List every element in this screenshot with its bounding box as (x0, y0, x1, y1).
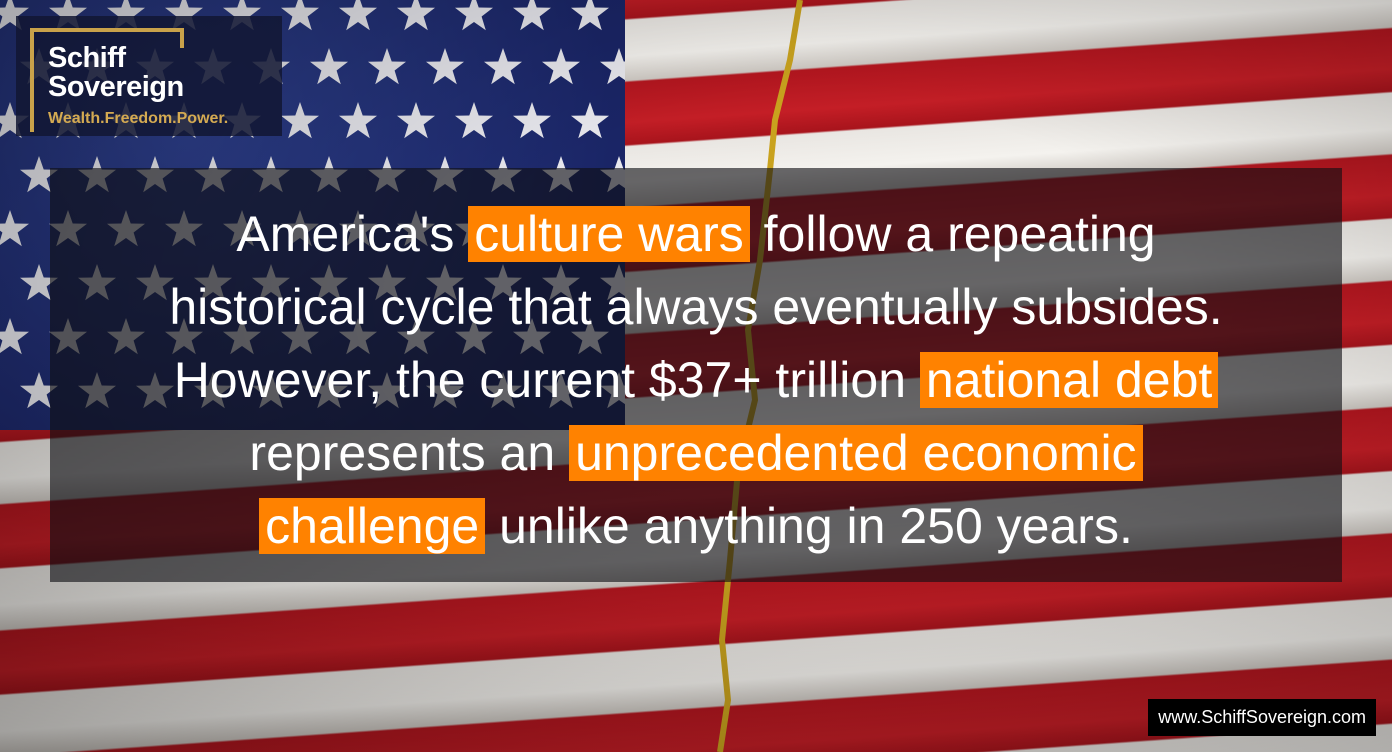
star-icon (223, 0, 261, 31)
star-icon (281, 102, 319, 139)
star-icon (20, 372, 58, 409)
star-icon (600, 48, 625, 85)
star-icon (310, 48, 348, 85)
message-segment: historical cycle that always eventually … (169, 279, 1223, 335)
logo-tagline: Wealth.Freedom.Power. (48, 110, 229, 127)
star-icon (165, 0, 203, 31)
highlighted-phrase: challenge (259, 498, 486, 554)
star-icon (339, 102, 377, 139)
star-icon (455, 0, 493, 31)
logo-name-line1: Schiff (48, 42, 126, 74)
message-text: America's culture wars follow a repeatin… (50, 198, 1342, 563)
website-url: www.SchiffSovereign.com (1148, 699, 1376, 736)
highlighted-phrase: culture wars (468, 206, 750, 262)
highlighted-phrase: unprecedented economic (569, 425, 1143, 481)
star-icon (0, 318, 29, 355)
star-icon (107, 0, 145, 31)
logo-name: Schiff Sovereign (48, 44, 184, 102)
star-icon (397, 0, 435, 31)
star-icon (513, 102, 551, 139)
message-segment: represents an (249, 425, 570, 481)
message-segment: unlike anything in 250 years. (485, 498, 1133, 554)
star-icon (49, 0, 87, 31)
star-icon (542, 48, 580, 85)
star-icon (0, 0, 29, 31)
star-icon (397, 102, 435, 139)
star-icon (484, 48, 522, 85)
message-line: America's culture wars follow a repeatin… (50, 198, 1342, 271)
star-icon (281, 0, 319, 31)
highlighted-phrase: national debt (919, 352, 1219, 408)
star-icon (339, 0, 377, 31)
star-icon (455, 102, 493, 139)
message-segment: follow a repeating (749, 206, 1156, 262)
star-icon (20, 264, 58, 301)
message-line: challenge unlike anything in 250 years. (50, 490, 1342, 563)
star-icon (571, 102, 609, 139)
message-line: represents an unprecedented economic (50, 417, 1342, 490)
star-icon (0, 210, 29, 247)
logo-name-line2: Sovereign (48, 71, 184, 103)
star-icon (368, 48, 406, 85)
message-segment: America's (236, 206, 469, 262)
star-icon (0, 102, 29, 139)
star-icon (20, 156, 58, 193)
message-line: However, the current $37+ trillion natio… (50, 344, 1342, 417)
message-segment: However, the current $37+ trillion (173, 352, 920, 408)
star-icon (426, 48, 464, 85)
star-icon (571, 0, 609, 31)
message-line: historical cycle that always eventually … (50, 271, 1342, 344)
star-icon (513, 0, 551, 31)
logo: Schiff Sovereign Wealth.Freedom.Power. (16, 16, 282, 136)
logo-frame (30, 28, 184, 132)
